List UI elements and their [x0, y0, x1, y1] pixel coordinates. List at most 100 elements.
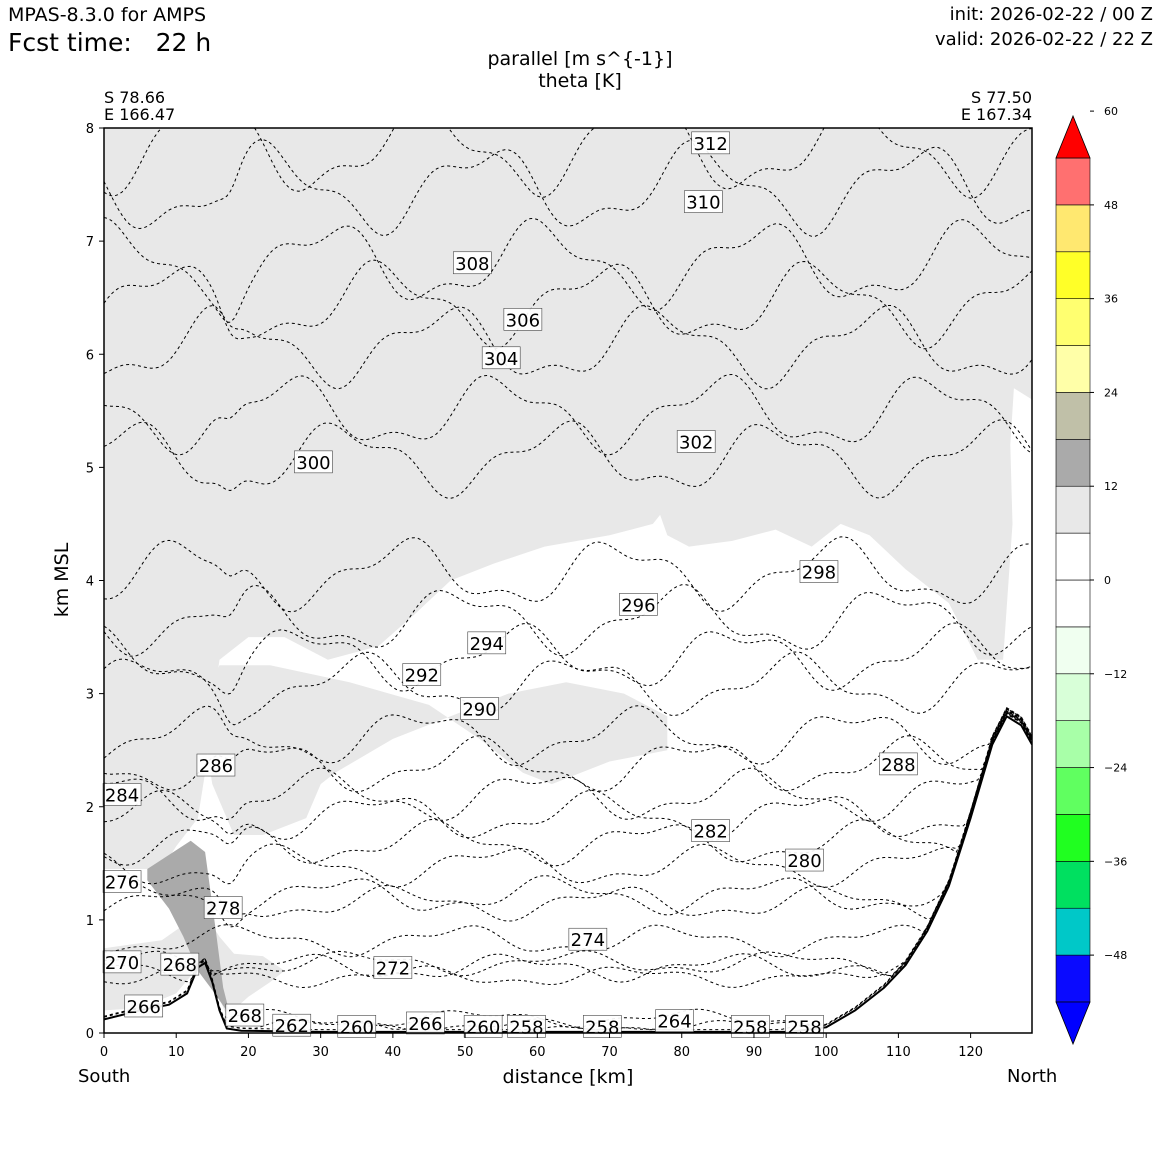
contour-label-extra-box	[507, 1015, 546, 1038]
contour-label-extra-box	[731, 1015, 770, 1038]
y-tick-label: 6	[86, 348, 94, 363]
x-tick-label: 80	[673, 1045, 690, 1060]
contour-label-274-box	[568, 927, 608, 951]
colorbar-segment	[1055, 439, 1091, 487]
colorbar-segment	[1055, 626, 1091, 675]
colorbar-segment	[1055, 157, 1091, 206]
contour-label-286-box	[196, 753, 236, 777]
y-tick-label: 7	[86, 235, 94, 250]
contour-label-extra-box	[225, 1003, 265, 1027]
isentrope-300	[104, 419, 1032, 499]
contour-label-302: 302	[679, 432, 713, 453]
colorbar-tick-label: 12	[1104, 480, 1118, 493]
x-tick-label: 120	[958, 1045, 983, 1060]
contour-label-298: 298	[802, 563, 836, 584]
colorbar-segment	[1055, 720, 1091, 768]
contour-label-extra-box	[337, 1015, 377, 1038]
y-tick-label: 1	[86, 914, 94, 929]
isentrope-304	[104, 304, 1032, 390]
right-endpoint: S 77.50 E 167.34	[961, 89, 1032, 123]
contour-label-312: 312	[693, 134, 727, 155]
contour-label-284: 284	[105, 785, 139, 806]
contour-label-extra: 260	[466, 1017, 500, 1038]
colorbar-tick-label: −36	[1104, 855, 1127, 868]
isentrope-294	[104, 622, 1032, 695]
x-tick-label: 20	[240, 1045, 257, 1060]
colorbar-segment	[1055, 251, 1091, 299]
isentrope-306	[104, 259, 1032, 350]
contour-label-266: 266	[127, 997, 161, 1018]
right-endpoint-lon: E 167.34	[960, 105, 1032, 124]
contour-label-292-box	[402, 663, 442, 686]
contour-label-306: 306	[506, 310, 540, 331]
colorbar-segment	[1055, 392, 1091, 440]
contour-label-288-box	[879, 752, 918, 776]
y-tick-label: 4	[86, 575, 94, 590]
colorbar-segment	[1055, 673, 1091, 721]
x-tick-label: 30	[312, 1045, 329, 1060]
colorbar: 60 48 36 24 12 0 −12 −24 −36 −48	[1055, 105, 1127, 1046]
contour-label-extra-box	[463, 1015, 503, 1038]
contour-label-288: 288	[881, 755, 915, 776]
valid-time: valid: 2026-02-22 / 22 Z	[935, 29, 1153, 50]
colorbar-segment	[1055, 532, 1091, 581]
contour-label-extra: 266	[408, 1014, 442, 1035]
contour-label-302-box	[676, 430, 716, 453]
isentrope-270	[104, 711, 1032, 977]
chart-title-field: parallel [m s^{-1}]	[487, 48, 673, 70]
colorbar-segment	[1055, 579, 1091, 628]
isentrope-312	[104, 128, 1032, 199]
shade-region	[205, 665, 668, 835]
x-tick-label: 90	[746, 1045, 763, 1060]
colorbar-segment	[1055, 954, 1091, 1003]
contour-label-304-box	[481, 346, 521, 370]
contour-label-extra: 258	[585, 1017, 619, 1038]
contour-label-290-box	[460, 697, 499, 720]
north-label: North	[1007, 1066, 1058, 1087]
isentrope-282	[104, 708, 1032, 867]
contour-label-extra: 258	[509, 1017, 543, 1038]
contour-label-270-box	[102, 950, 142, 974]
x-tick-label: 100	[814, 1045, 839, 1060]
contour-label-308-box	[453, 251, 492, 275]
shade-region	[104, 128, 1032, 869]
x-tick-label: 70	[601, 1045, 618, 1060]
contour-label-284-box	[102, 783, 142, 806]
contour-label-308: 308	[455, 254, 489, 275]
contour-label-282-box	[691, 819, 730, 842]
y-tick-label: 0	[86, 1027, 94, 1042]
contour-label-310: 310	[686, 193, 720, 214]
y-tick-label: 3	[86, 688, 94, 703]
theta-contours	[104, 128, 1032, 1031]
colorbar-tick-label: 60	[1104, 105, 1118, 118]
x-tick-label: 0	[100, 1045, 108, 1060]
contour-label-extra: 260	[340, 1017, 374, 1038]
x-tick-label: 60	[529, 1045, 546, 1060]
contour-label-extra: 258	[787, 1017, 821, 1038]
x-tick-label: 50	[457, 1045, 474, 1060]
contour-label-300: 300	[296, 453, 330, 474]
colorbar-segment	[1055, 861, 1091, 909]
contour-label-262-box	[272, 1013, 312, 1037]
contour-label-282: 282	[693, 822, 727, 843]
contour-label-276-box	[102, 870, 142, 893]
contour-label-extra-box	[406, 1011, 445, 1035]
x-axis: 0 10 20 30 40 50 60 70 80 90 100 110 120	[100, 1033, 983, 1060]
wind-shading	[104, 128, 1032, 1016]
contour-label-298-box	[799, 560, 839, 583]
isentrope-268	[104, 711, 1032, 989]
x-tick-label: 40	[385, 1045, 402, 1060]
contour-label-296: 296	[621, 595, 655, 616]
contour-label-extra: 268	[228, 1006, 262, 1027]
init-time: init: 2026-02-22 / 00 Z	[949, 4, 1153, 25]
contour-label-294: 294	[470, 634, 504, 655]
isentrope-302	[104, 373, 1032, 456]
contour-label-312-box	[691, 131, 730, 155]
contour-label-268-box	[160, 952, 200, 976]
y-tick-label: 2	[86, 801, 94, 816]
contour-label-262: 262	[275, 1016, 309, 1037]
contour-label-290: 290	[462, 699, 496, 720]
contour-label-278-box	[203, 896, 243, 919]
isentrope-274	[104, 710, 1032, 958]
